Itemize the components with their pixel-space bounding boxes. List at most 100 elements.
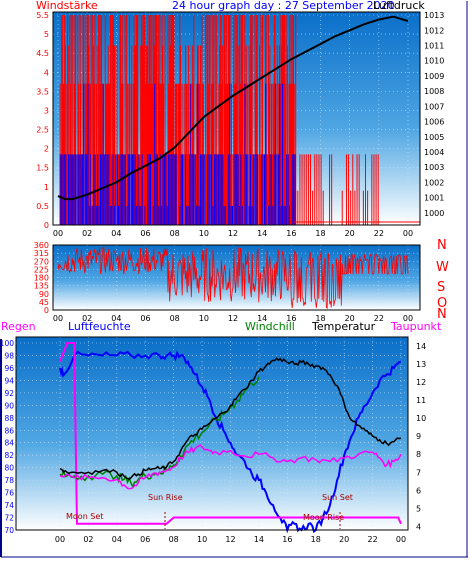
p3-right-tick: 11: [416, 396, 426, 405]
p2-x-tick: 02: [82, 314, 92, 323]
p3-x-tick: 00: [55, 535, 65, 544]
p2-y-tick: 90: [39, 290, 49, 299]
p3-right-tick: 6: [416, 486, 421, 495]
p3-right-tick: 5: [416, 504, 421, 513]
p3-right-tick: 4: [416, 522, 421, 531]
p1-x-tick: 22: [374, 229, 384, 238]
p1-x-tick: 00: [53, 229, 63, 238]
p2-x-tick: 20: [345, 314, 355, 323]
legend-windchill: Windchill: [245, 320, 295, 333]
annotation-moon-rise: Moon Rise: [303, 513, 344, 522]
p1-right-tick: 1006: [424, 118, 444, 127]
p1-x-tick: 04: [111, 229, 121, 238]
p3-right-tick: 14: [416, 342, 426, 351]
direction-label-n-top: N: [437, 238, 447, 253]
p3-left-tick: 94: [4, 376, 14, 385]
p1-left-tick: 1: [44, 183, 49, 192]
p1-right-tick: 1012: [424, 26, 444, 35]
p1-left-tick: 0: [44, 221, 49, 230]
legend-rain: Regen: [1, 320, 36, 333]
p1-left-tick: 2.5: [36, 126, 49, 135]
p1-right-tick: 1013: [424, 11, 444, 20]
p3-right-tick: 10: [416, 414, 426, 423]
p3-x-tick: 12: [225, 535, 235, 544]
p2-x-tick: 16: [286, 314, 296, 323]
p1-left-tick: 1.5: [36, 164, 49, 173]
p1-right-tick: 1009: [424, 72, 444, 81]
p1-x-tick: 00: [403, 229, 413, 238]
p3-left-tick: 72: [4, 514, 14, 523]
p3-left-tick: 86: [4, 426, 14, 435]
p2-y-tick: 315: [34, 249, 49, 258]
p3-left-tick: 78: [4, 476, 14, 485]
p1-left-tick: 4: [44, 68, 49, 77]
p3-x-tick: 06: [140, 535, 150, 544]
p1-left-tick: 4.5: [36, 49, 49, 58]
p3-x-tick: 16: [282, 535, 292, 544]
p1-x-tick: 02: [82, 229, 92, 238]
p1-right-tick: 1011: [424, 41, 444, 50]
p1-left-tick: 2: [44, 145, 49, 154]
temperature-line: [59, 357, 402, 481]
p1-right-tick: 1001: [424, 194, 444, 203]
p1-left-tick: 0.5: [36, 202, 49, 211]
p1-x-tick: 18: [315, 229, 325, 238]
p1-right-tick: 1000: [424, 209, 444, 218]
p2-y-tick: 135: [34, 282, 49, 291]
wind-strength-label: Windstärke: [36, 0, 98, 12]
p2-y-tick: 0: [44, 306, 49, 315]
p3-right-tick: 7: [416, 468, 421, 477]
p3-left-tick: 92: [4, 389, 14, 398]
p2-x-tick: 04: [111, 314, 121, 323]
p3-left-tick: 82: [4, 451, 14, 460]
p2-x-tick: 00: [53, 314, 63, 323]
p1-x-tick: 10: [199, 229, 209, 238]
p3-x-tick: 00: [396, 535, 406, 544]
p2-x-tick: 18: [315, 314, 325, 323]
p1-x-tick: 08: [170, 229, 180, 238]
p3-left-tick: 88: [4, 414, 14, 423]
p2-x-tick: 08: [170, 314, 180, 323]
p3-left-tick: 80: [4, 464, 14, 473]
p1-left-tick: 3: [44, 106, 49, 115]
p1-left-tick: 3.5: [36, 87, 49, 96]
p2-x-tick: 00: [403, 314, 413, 323]
weather-plot-area: [16, 337, 408, 530]
p2-x-tick: 12: [228, 314, 238, 323]
direction-label-n-bottom: N: [437, 307, 447, 322]
annotation-moon-set: Moon Set: [66, 512, 103, 521]
p1-right-tick: 1005: [424, 133, 444, 142]
p3-left-tick: 84: [4, 439, 14, 448]
p3-right-tick: 13: [416, 360, 426, 369]
wind-direction-line: [57, 246, 409, 309]
legend-temperature: Temperatur: [311, 320, 376, 333]
windchill-line: [59, 376, 260, 489]
p1-right-tick: 1008: [424, 87, 444, 96]
p2-x-tick: 22: [374, 314, 384, 323]
direction-label-o: O: [437, 296, 447, 311]
direction-label-w: W: [436, 260, 449, 275]
p3-left-tick: 96: [4, 364, 14, 373]
p1-left-tick: 5: [44, 30, 49, 39]
legend-dewpoint: Taupunkt: [390, 320, 442, 333]
p2-y-tick: 270: [34, 257, 49, 266]
p3-left-tick: 74: [4, 501, 14, 510]
pressure-label: Luftdruck: [373, 0, 425, 12]
pressure-line: [57, 15, 409, 201]
weather-frame: [15, 336, 409, 531]
p1-right-tick: 1004: [424, 148, 444, 157]
annotation-sun-rise: Sun Rise: [148, 493, 183, 502]
p2-x-tick: 14: [257, 314, 267, 323]
p1-x-tick: 06: [140, 229, 150, 238]
p1-x-tick: 12: [228, 229, 238, 238]
rain-line: [59, 342, 402, 525]
p1-right-tick: 1003: [424, 163, 444, 172]
p3-x-tick: 08: [169, 535, 179, 544]
legend-humidity: Luftfeuchte: [68, 320, 131, 333]
p2-y-tick: 225: [34, 265, 49, 274]
p3-left-tick: 76: [4, 489, 14, 498]
p1-right-tick: 1010: [424, 57, 444, 66]
wind-pressure-frame: [52, 11, 421, 226]
